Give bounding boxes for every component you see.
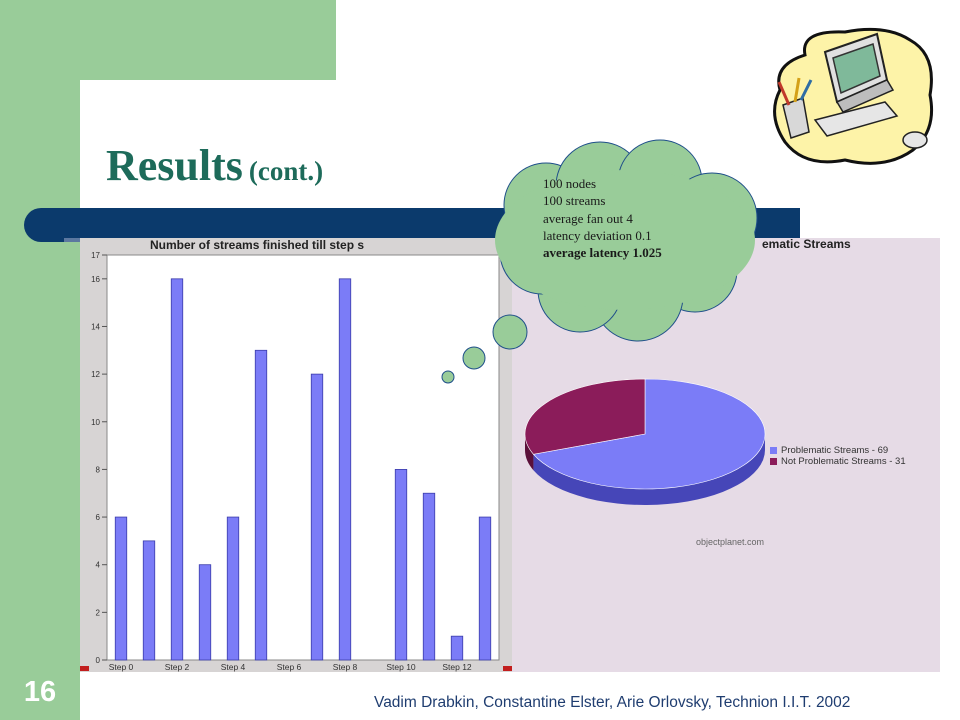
title-main: Results bbox=[106, 141, 243, 190]
y-tick-label: 8 bbox=[96, 465, 101, 474]
y-tick-label: 6 bbox=[96, 513, 101, 522]
thought-bubble bbox=[441, 370, 455, 384]
x-tick-label: Step 4 bbox=[221, 662, 246, 672]
pie-slice-side bbox=[525, 434, 534, 471]
slide-number: 16 bbox=[23, 676, 57, 708]
bar bbox=[394, 469, 408, 661]
pie-chart: ematic Streams bbox=[524, 238, 851, 505]
pie-legend: Problematic Streams - 69 Not Problematic… bbox=[770, 445, 906, 467]
y-tick-label: 0 bbox=[96, 656, 101, 665]
legend-label: Problematic Streams - 69 bbox=[781, 445, 889, 456]
pie-watermark: objectplanet.com bbox=[696, 537, 765, 547]
thought-bubble bbox=[492, 314, 528, 350]
legend-label: Not Problematic Streams - 31 bbox=[781, 456, 906, 467]
bar bbox=[422, 492, 436, 661]
bar bbox=[478, 516, 492, 661]
legend-swatch bbox=[770, 446, 777, 454]
pie-chart-slices bbox=[524, 378, 766, 505]
y-tick-label: 10 bbox=[91, 418, 100, 427]
pie-chart-title: ematic Streams bbox=[762, 238, 851, 251]
cloud-line-bold: average latency 1.025 bbox=[543, 245, 662, 261]
cloud-line: latency deviation 0.1 bbox=[543, 227, 652, 243]
cloud-line: 100 nodes bbox=[543, 176, 597, 191]
y-tick-label: 17 bbox=[91, 251, 100, 260]
x-tick-label: Step 0 bbox=[109, 662, 134, 672]
bar bbox=[338, 278, 352, 661]
x-tick-label: Step 8 bbox=[333, 662, 358, 672]
cloud-text: 100 nodes 100 streams average fan out 4 … bbox=[543, 175, 662, 261]
y-tick-label: 14 bbox=[91, 322, 100, 331]
title-suffix: (cont.) bbox=[248, 156, 324, 186]
x-tick-label: Step 10 bbox=[386, 662, 416, 672]
bar bbox=[170, 278, 184, 661]
red-marker bbox=[503, 666, 512, 671]
cloud-line: 100 streams bbox=[543, 193, 606, 209]
bar-chart-x-axis: Step 0 Step 2 Step 4 Step 6 Step 8 Step 10 Ste… bbox=[109, 662, 472, 672]
y-tick-label: 2 bbox=[96, 608, 101, 617]
bar-chart: Number of streams finished till step s 0… bbox=[91, 238, 500, 672]
x-tick-label: Step 2 bbox=[165, 662, 190, 672]
legend-item: Problematic Streams - 69 bbox=[770, 445, 906, 456]
x-tick-label: Step 12 bbox=[442, 662, 472, 672]
pie-slice bbox=[524, 378, 646, 455]
red-marker bbox=[80, 666, 89, 671]
bar bbox=[450, 635, 464, 661]
y-tick-label: 4 bbox=[96, 561, 101, 570]
bar-chart-bars bbox=[114, 278, 492, 661]
bar bbox=[254, 349, 268, 661]
legend-item: Not Problematic Streams - 31 bbox=[770, 456, 906, 467]
bar-chart-y-axis: 0 2 4 6 8 10 12 14 16 17 bbox=[91, 251, 107, 665]
slide-footer: Vadim Drabkin, Constantine Elster, Arie … bbox=[374, 694, 851, 711]
computer-clipart-icon bbox=[773, 27, 934, 165]
legend-swatch bbox=[770, 457, 777, 465]
bar bbox=[198, 564, 212, 661]
left-band bbox=[0, 0, 80, 720]
bar bbox=[114, 516, 128, 661]
slide-title: Results (cont.) bbox=[106, 140, 323, 191]
bar-chart-title: Number of streams finished till step s bbox=[150, 238, 364, 252]
thought-bubble bbox=[462, 346, 486, 370]
x-tick-label: Step 6 bbox=[277, 662, 302, 672]
bar bbox=[226, 516, 240, 661]
thought-cloud bbox=[441, 139, 758, 384]
cloud-line: average fan out 4 bbox=[543, 210, 633, 226]
bar bbox=[142, 540, 156, 661]
bar bbox=[310, 373, 324, 661]
pie-slice-side bbox=[533, 434, 765, 505]
pie-slice bbox=[532, 378, 766, 490]
y-tick-label: 16 bbox=[91, 275, 100, 284]
y-tick-label: 12 bbox=[91, 370, 100, 379]
